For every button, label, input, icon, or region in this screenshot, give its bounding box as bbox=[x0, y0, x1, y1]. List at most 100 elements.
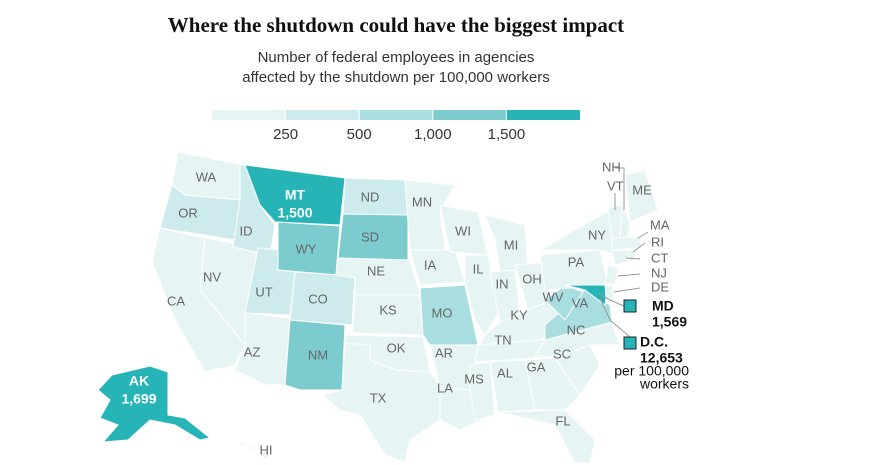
state-label: OR bbox=[178, 205, 198, 220]
state bbox=[404, 179, 456, 251]
legend-tick-label: 1,000 bbox=[414, 126, 452, 143]
state-label: MT bbox=[285, 187, 306, 203]
state bbox=[624, 169, 659, 223]
state-label: MN bbox=[412, 194, 432, 209]
state bbox=[248, 444, 257, 452]
state bbox=[261, 448, 271, 461]
state bbox=[604, 284, 615, 301]
leader-line bbox=[615, 167, 625, 210]
legend-swatch bbox=[212, 110, 286, 120]
state-label: HI bbox=[260, 442, 273, 457]
state-label: NH bbox=[602, 159, 621, 174]
state bbox=[605, 264, 619, 286]
state-label: WV bbox=[543, 289, 564, 304]
state-label: CA bbox=[167, 293, 185, 308]
legend-swatch bbox=[359, 110, 433, 120]
legend-tick-label: 250 bbox=[273, 126, 298, 143]
state-label: CT bbox=[651, 250, 668, 265]
chart-title: Where the shutdown could have the bigges… bbox=[168, 13, 624, 37]
state-label: NE bbox=[367, 263, 385, 278]
leader-line bbox=[625, 257, 641, 260]
chart-subtitle: Number of federal employees in agencies bbox=[258, 49, 535, 66]
state-label: SC bbox=[553, 346, 571, 361]
leader-line bbox=[637, 231, 649, 239]
callout-label: MD bbox=[652, 298, 674, 314]
state-label: AR bbox=[435, 345, 453, 360]
state-label: OK bbox=[387, 340, 406, 355]
callout-value: 1,569 bbox=[652, 314, 687, 330]
leader-line bbox=[597, 292, 625, 307]
state bbox=[409, 249, 466, 286]
state bbox=[320, 342, 441, 463]
state-label: RI bbox=[651, 234, 664, 249]
legend: 250 500 1,000 1,500 bbox=[212, 110, 580, 143]
state-label: KY bbox=[510, 307, 528, 322]
state-label: IA bbox=[424, 257, 437, 272]
state-label: OH bbox=[522, 271, 542, 286]
state bbox=[611, 236, 643, 251]
state-label: CO bbox=[308, 291, 328, 306]
legend-swatch bbox=[506, 110, 580, 120]
map bbox=[97, 151, 659, 464]
map-labels: WA OR CA NV ID MT 1,500 WY UT CO AZ NM ND SD NE KS OK TX M… bbox=[121, 159, 689, 457]
state bbox=[497, 409, 596, 464]
callout-value: 12,653 bbox=[640, 350, 683, 366]
state-label: TN bbox=[494, 332, 511, 347]
callout-note: per 100,000 bbox=[614, 363, 689, 379]
state-label: SD bbox=[361, 229, 379, 244]
state bbox=[97, 365, 212, 443]
legend-tick-label: 1,500 bbox=[488, 126, 526, 143]
state bbox=[234, 312, 291, 386]
state-label: IL bbox=[473, 261, 484, 276]
state-label: WI bbox=[455, 223, 471, 238]
callout-swatch bbox=[623, 336, 637, 350]
state-value: 1,500 bbox=[277, 205, 312, 221]
state-label: LA bbox=[437, 380, 453, 395]
state-label: AK bbox=[129, 373, 149, 389]
state-label: GA bbox=[527, 359, 546, 374]
legend-swatch bbox=[432, 110, 507, 120]
legend-tick-label: 500 bbox=[347, 126, 372, 143]
state-label: ID bbox=[240, 223, 253, 238]
state-label: DE bbox=[651, 279, 669, 294]
state bbox=[284, 319, 346, 391]
state bbox=[236, 439, 245, 447]
state bbox=[524, 357, 581, 411]
state-label: NC bbox=[567, 322, 586, 337]
callout-swatch bbox=[623, 299, 637, 313]
state-label: AZ bbox=[244, 344, 261, 359]
state-label: WY bbox=[296, 241, 317, 256]
state-label: NY bbox=[588, 227, 606, 242]
state bbox=[611, 249, 629, 266]
state-label: PA bbox=[568, 254, 585, 269]
state-label: ME bbox=[632, 182, 652, 197]
state-label: NV bbox=[203, 269, 221, 284]
leader-line bbox=[613, 287, 641, 293]
state-label: NM bbox=[308, 347, 328, 362]
state-label: AL bbox=[497, 365, 513, 380]
state-label: FL bbox=[555, 413, 570, 428]
state bbox=[564, 284, 609, 306]
state-label: VT bbox=[607, 178, 624, 193]
legend-swatch bbox=[285, 110, 360, 120]
callout-note: workers bbox=[639, 376, 689, 392]
state-label: MA bbox=[650, 217, 670, 232]
leader-line bbox=[617, 273, 641, 277]
state-label: KS bbox=[379, 302, 397, 317]
state bbox=[289, 271, 356, 326]
state-label: MS bbox=[464, 371, 484, 386]
chart-subtitle: affected by the shutdown per 100,000 wor… bbox=[242, 69, 549, 86]
state bbox=[469, 361, 496, 421]
state-label: NJ bbox=[651, 265, 667, 280]
state-label: UT bbox=[255, 284, 272, 299]
state-label: MO bbox=[432, 305, 453, 320]
state bbox=[544, 284, 584, 321]
state-label: VA bbox=[572, 295, 589, 310]
state-label: TX bbox=[370, 390, 387, 405]
callout-label: D.C. bbox=[640, 334, 668, 350]
state-label: WA bbox=[196, 169, 217, 184]
state-label: IN bbox=[496, 276, 509, 291]
state-label: MI bbox=[504, 237, 518, 252]
leader-line bbox=[599, 297, 631, 338]
